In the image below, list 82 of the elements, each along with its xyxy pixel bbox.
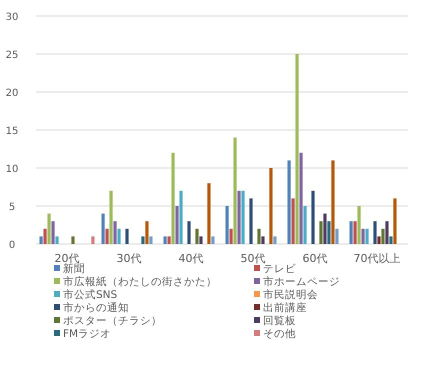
bar [389, 236, 393, 244]
bar [117, 228, 121, 244]
y-tick-label: 30 [6, 12, 18, 23]
y-tick-label: 5 [8, 202, 16, 213]
bar [43, 228, 47, 244]
bar [207, 183, 211, 244]
bar [261, 236, 265, 244]
bar [393, 198, 397, 244]
legend-label: 市広報紙（わたしの街さかた） [63, 275, 217, 288]
legend-label: 市公式SNS [63, 288, 118, 301]
bar [269, 168, 273, 244]
bar [199, 236, 203, 244]
bar [249, 198, 253, 244]
bar [353, 221, 357, 244]
bar [257, 228, 261, 244]
bar [373, 221, 377, 244]
y-tick-label: 15 [6, 126, 18, 137]
bar [365, 228, 369, 244]
bar [141, 236, 145, 244]
bar [323, 214, 327, 244]
bar [195, 228, 199, 244]
bar [105, 228, 109, 244]
bar [241, 190, 245, 244]
legend-label: 市ホームページ [263, 275, 340, 288]
legend-label: テレビ [263, 263, 297, 275]
bar [335, 228, 339, 244]
bar [211, 236, 215, 244]
bar [273, 236, 277, 244]
bar [311, 190, 315, 244]
bar [237, 190, 241, 244]
bar [71, 236, 75, 244]
x-tick-label: 60代 [302, 252, 328, 265]
bar [125, 228, 129, 244]
bar [109, 190, 113, 244]
x-tick-label: 40代 [178, 252, 204, 265]
bar [167, 236, 171, 244]
bar [102, 214, 105, 244]
bar [55, 236, 59, 244]
bar [319, 221, 323, 244]
bar [385, 221, 389, 244]
bar [357, 206, 361, 244]
bar [288, 160, 291, 244]
y-tick-label: 0 [8, 240, 16, 251]
legend-label: 市民説明会 [263, 288, 318, 301]
bar [179, 190, 183, 244]
bar [327, 221, 331, 244]
y-tick-label: 10 [6, 164, 18, 175]
bar [233, 138, 237, 244]
bar [295, 54, 299, 244]
bar [171, 152, 175, 244]
bar [91, 236, 94, 244]
legend-label: ポスター（チラシ） [63, 315, 162, 327]
bar [350, 221, 353, 244]
x-tick-label: 30代 [116, 252, 142, 265]
legend-label: 出前講座 [263, 301, 307, 314]
legend-label: FMラジオ [63, 328, 112, 340]
x-tick-label: 70代以上 [354, 252, 400, 265]
bar [40, 236, 43, 244]
bar [47, 214, 51, 244]
bar [149, 236, 153, 244]
x-tick-label: 50代 [240, 252, 266, 265]
legend-label: 市からの通知 [63, 301, 129, 314]
y-tick-label: 20 [6, 88, 18, 99]
bar [175, 206, 179, 244]
bar [361, 228, 365, 244]
legend-label: 新聞 [63, 262, 85, 275]
bar [331, 160, 335, 244]
y-tick-label: 25 [6, 50, 18, 61]
bar [303, 206, 307, 244]
bar [377, 236, 381, 244]
bar [291, 198, 295, 244]
bar [113, 221, 117, 244]
bar [229, 228, 233, 244]
bar [381, 228, 385, 244]
bar [145, 221, 149, 244]
legend-label: 回覧板 [263, 315, 296, 327]
legend-label: その他 [263, 328, 296, 340]
bar [226, 206, 229, 244]
bar [164, 236, 167, 244]
bar [51, 221, 55, 244]
bar [187, 221, 191, 244]
bar [299, 152, 303, 244]
